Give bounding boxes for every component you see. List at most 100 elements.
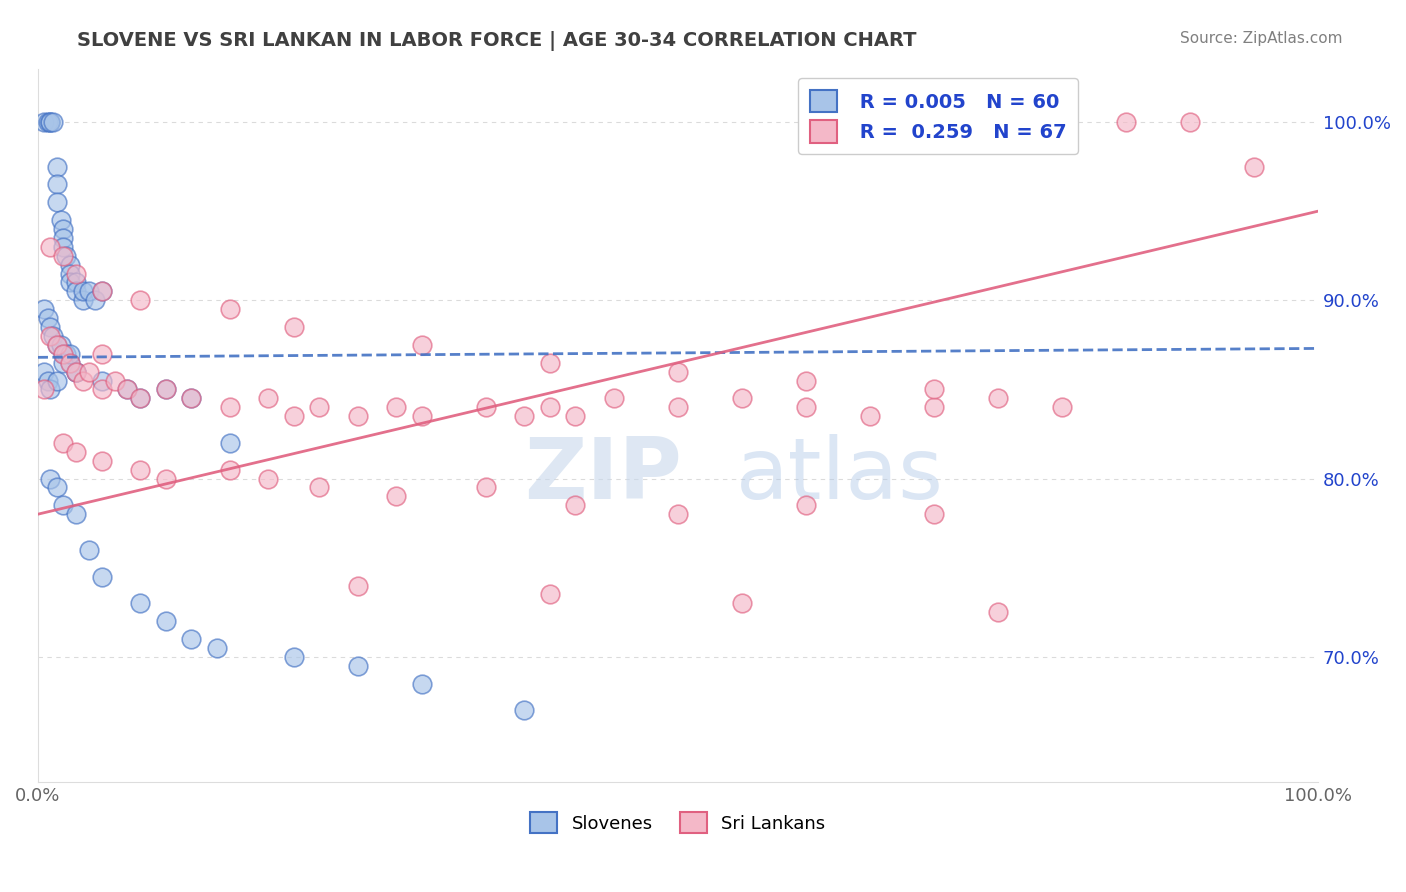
Point [52, 347, 75, 361]
Point [538, 587, 561, 601]
Point [283, 649, 305, 664]
Point [59, 356, 82, 370]
Point [39, 320, 62, 334]
Point [129, 596, 152, 610]
Point [77, 365, 100, 379]
Point [39, 240, 62, 254]
Point [308, 481, 330, 495]
Point [49, 338, 72, 352]
Point [65, 267, 87, 281]
Point [45, 338, 67, 352]
Point [52, 356, 75, 370]
Point [1050, 401, 1073, 415]
Point [257, 472, 280, 486]
Point [37, 374, 59, 388]
Point [42, 329, 65, 343]
Point [564, 499, 586, 513]
Point [922, 507, 945, 521]
Point [180, 392, 202, 406]
Point [794, 374, 817, 388]
Point [538, 356, 561, 370]
Point [155, 383, 177, 397]
Point [513, 703, 536, 717]
Point [45, 178, 67, 192]
Point [513, 409, 536, 424]
Point [52, 347, 75, 361]
Point [52, 222, 75, 236]
Point [37, 115, 59, 129]
Point [218, 436, 240, 450]
Point [39, 472, 62, 486]
Point [411, 338, 433, 352]
Point [218, 401, 240, 415]
Point [52, 249, 75, 263]
Text: ZIP: ZIP [524, 434, 682, 516]
Point [32, 115, 55, 129]
Point [538, 401, 561, 415]
Point [129, 463, 152, 477]
Point [103, 374, 125, 388]
Point [346, 578, 368, 592]
Point [155, 383, 177, 397]
Point [55, 249, 77, 263]
Point [987, 392, 1010, 406]
Text: atlas: atlas [735, 434, 943, 516]
Point [49, 213, 72, 227]
Point [218, 302, 240, 317]
Point [65, 445, 87, 459]
Point [346, 658, 368, 673]
Point [155, 614, 177, 628]
Point [90, 285, 112, 299]
Point [411, 409, 433, 424]
Point [45, 481, 67, 495]
Point [180, 392, 202, 406]
Text: Source: ZipAtlas.com: Source: ZipAtlas.com [1180, 31, 1343, 46]
Point [65, 365, 87, 379]
Point [59, 276, 82, 290]
Point [59, 347, 82, 361]
Point [65, 365, 87, 379]
Point [72, 285, 94, 299]
Point [45, 160, 67, 174]
Point [218, 463, 240, 477]
Point [52, 499, 75, 513]
Point [65, 285, 87, 299]
Text: SLOVENE VS SRI LANKAN IN LABOR FORCE | AGE 30-34 CORRELATION CHART: SLOVENE VS SRI LANKAN IN LABOR FORCE | A… [77, 31, 917, 51]
Point [39, 383, 62, 397]
Point [45, 338, 67, 352]
Point [283, 320, 305, 334]
Point [1178, 115, 1201, 129]
Point [52, 240, 75, 254]
Point [59, 258, 82, 272]
Point [1115, 115, 1137, 129]
Point [55, 347, 77, 361]
Point [39, 115, 62, 129]
Point [666, 401, 689, 415]
Point [72, 374, 94, 388]
Point [90, 454, 112, 468]
Point [59, 356, 82, 370]
Point [129, 392, 152, 406]
Point [65, 507, 87, 521]
Point [65, 276, 87, 290]
Point [84, 293, 107, 308]
Point [117, 383, 139, 397]
Point [257, 392, 280, 406]
Point [72, 293, 94, 308]
Point [180, 632, 202, 646]
Point [129, 293, 152, 308]
Point [475, 481, 498, 495]
Point [45, 374, 67, 388]
Point [59, 267, 82, 281]
Point [283, 409, 305, 424]
Point [90, 285, 112, 299]
Point [666, 507, 689, 521]
Point [32, 365, 55, 379]
Point [731, 596, 754, 610]
Point [308, 401, 330, 415]
Point [52, 436, 75, 450]
Point [117, 383, 139, 397]
Point [32, 302, 55, 317]
Point [77, 285, 100, 299]
Point [411, 676, 433, 690]
